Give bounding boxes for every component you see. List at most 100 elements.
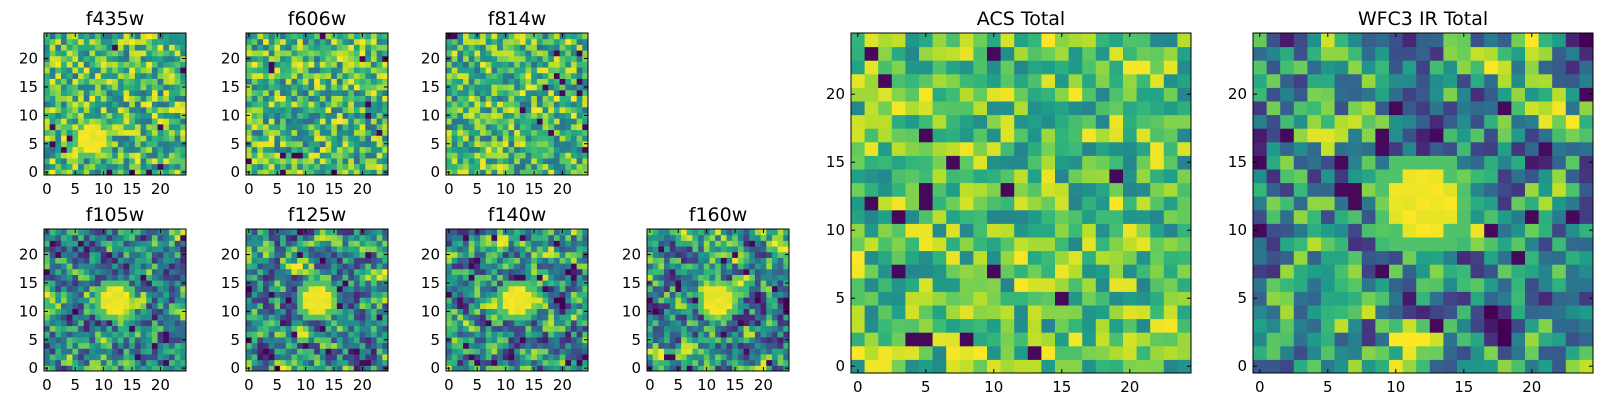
heatmap-cell [446, 234, 453, 241]
heatmap-cell [246, 146, 253, 153]
heatmap-cell [743, 314, 750, 321]
heatmap-cell [559, 55, 566, 62]
heatmap-cell [732, 263, 739, 270]
heatmap-cell [565, 240, 572, 247]
heatmap-cell [686, 308, 693, 315]
heatmap-cell [474, 331, 481, 338]
heatmap-cell [737, 240, 745, 247]
heatmap-cell [163, 50, 170, 57]
heatmap-cell [78, 348, 85, 355]
heatmap-cell [771, 325, 779, 332]
heatmap-cell [1014, 237, 1029, 252]
heatmap-cell [525, 263, 532, 270]
heatmap-cell [669, 246, 676, 253]
heatmap-cell [675, 348, 682, 355]
heatmap-cell [376, 359, 383, 366]
heatmap-cell [891, 332, 906, 347]
heatmap-cell [370, 302, 378, 310]
heatmap-cell [257, 251, 264, 258]
heatmap-cell [851, 250, 866, 265]
heatmap-cell [319, 268, 327, 275]
heatmap-cell [174, 163, 181, 170]
heatmap-cell [365, 112, 372, 119]
heatmap-cell [89, 169, 96, 176]
heatmap-cell [263, 319, 270, 327]
heatmap-cell [508, 50, 515, 57]
heatmap-cell [123, 44, 130, 51]
heatmap-cell [1041, 237, 1056, 252]
heatmap-cell [78, 84, 85, 91]
heatmap-cell [44, 268, 51, 275]
heatmap-cell [134, 348, 142, 355]
heatmap-cell [140, 101, 147, 108]
heatmap-cell [565, 325, 572, 332]
heatmap-cell [474, 336, 481, 344]
heatmap-cell [123, 251, 130, 258]
heatmap-cell [112, 33, 119, 40]
y-tick-label: 0 [28, 163, 38, 181]
heatmap-cell [1000, 318, 1015, 333]
heatmap-cell [302, 257, 309, 264]
heatmap-cell [973, 345, 988, 360]
heatmap-cell [946, 277, 961, 292]
heatmap-cell [525, 308, 532, 315]
heatmap-cell [163, 163, 170, 170]
heatmap-cell [959, 209, 974, 224]
heatmap-cell [686, 348, 693, 355]
heatmap-cell [123, 297, 130, 304]
heatmap-cell [681, 263, 688, 270]
heatmap-cell [658, 263, 665, 270]
heatmap-cell [280, 106, 287, 114]
heatmap-cell [576, 246, 583, 253]
heatmap-cell [987, 359, 1002, 374]
heatmap-cell [474, 61, 481, 68]
heatmap-cell [134, 44, 142, 51]
heatmap-cell [582, 314, 589, 321]
heatmap-cell [89, 353, 96, 361]
heatmap-cell [268, 325, 275, 332]
heatmap-cell [146, 359, 153, 366]
heatmap-cell [519, 33, 527, 40]
heatmap-cell [78, 359, 85, 366]
heatmap-cell [342, 308, 349, 315]
heatmap-cell [168, 95, 176, 102]
heatmap-cell [168, 359, 176, 366]
heatmap-cell [83, 280, 90, 287]
heatmap-cell [174, 263, 181, 270]
heatmap-cell [582, 359, 589, 366]
heatmap-cell [174, 336, 181, 344]
heatmap-cell [100, 129, 107, 136]
heatmap-cell [519, 268, 527, 275]
heatmap-cell [257, 61, 264, 68]
heatmap-cell [268, 169, 275, 176]
heatmap-cell [319, 123, 327, 131]
heatmap-cell [78, 257, 85, 264]
heatmap-cell [851, 182, 866, 197]
heatmap-cell [553, 152, 561, 159]
heatmap-cell [263, 263, 270, 270]
heatmap-cell [675, 280, 682, 287]
heatmap-cell [353, 106, 361, 114]
heatmap-cell [536, 302, 544, 310]
heatmap-cell [61, 106, 68, 114]
heatmap-cell [664, 263, 671, 270]
heatmap-cell [485, 112, 492, 119]
heatmap-cell [1095, 291, 1110, 306]
heatmap-cell [652, 229, 659, 236]
heatmap-cell [474, 359, 481, 366]
heatmap-cell [382, 163, 389, 170]
heatmap-cell [463, 263, 470, 270]
heatmap-cell [112, 319, 119, 327]
heatmap-cell [336, 268, 344, 275]
heatmap-cell [331, 163, 338, 170]
heatmap-cell [664, 342, 671, 349]
heatmap-cell [536, 359, 544, 366]
heatmap-cell [117, 240, 125, 247]
heatmap-cell [686, 314, 693, 321]
heatmap-cell [72, 353, 79, 361]
heatmap-cell [61, 240, 68, 247]
heatmap-cell [686, 302, 693, 310]
heatmap-cell [553, 118, 561, 125]
heatmap-cell [302, 246, 309, 253]
heatmap-cell [1068, 169, 1083, 184]
